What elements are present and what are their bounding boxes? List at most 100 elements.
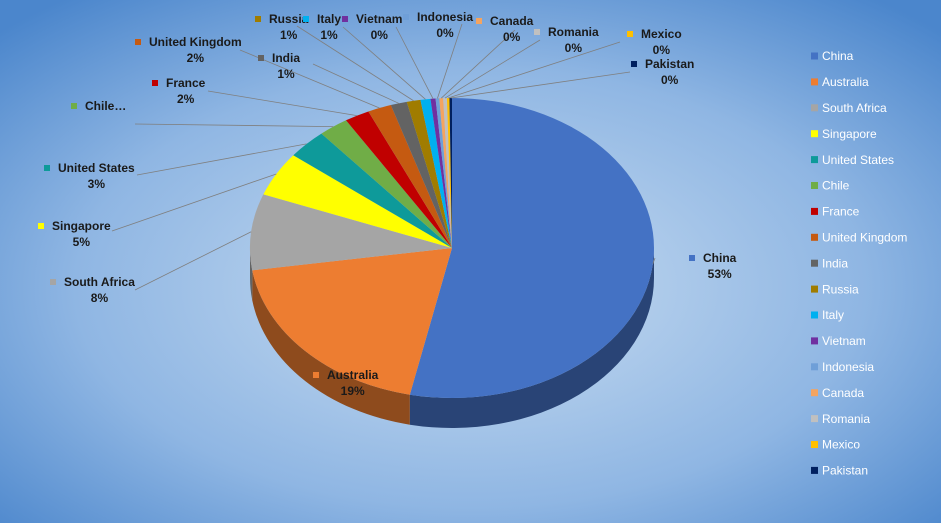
- legend-swatch: [811, 363, 818, 371]
- data-label-name: Mexico: [641, 27, 682, 41]
- legend-label: Mexico: [822, 438, 860, 452]
- data-label-name: Russia: [269, 12, 309, 26]
- legend-label: India: [822, 256, 848, 270]
- label-swatch: [258, 55, 264, 61]
- legend-swatch: [811, 182, 818, 189]
- legend-label: Canada: [822, 386, 864, 400]
- data-label-value: 0%: [661, 73, 679, 87]
- data-label-value: 1%: [280, 28, 298, 42]
- label-swatch: [303, 16, 309, 22]
- legend-label: Romania: [822, 412, 870, 426]
- slice: [439, 98, 452, 248]
- data-label-value: 19%: [341, 384, 365, 398]
- data-label-name: South Africa: [64, 275, 135, 289]
- legend-label: South Africa: [822, 101, 887, 115]
- legend-swatch: [811, 78, 818, 86]
- leader-line: [395, 26, 434, 99]
- slice: [346, 111, 452, 249]
- slice: [446, 98, 452, 249]
- label-swatch: [627, 31, 633, 37]
- data-label-name: Chile…: [85, 99, 126, 113]
- label-swatch: [689, 255, 695, 261]
- data-label-name: Romania: [548, 25, 599, 39]
- leader-line: [134, 231, 252, 291]
- legend-label: China: [822, 49, 854, 63]
- slice: [420, 98, 452, 248]
- data-label-value: 1%: [320, 28, 338, 42]
- data-label-name: India: [272, 51, 300, 65]
- data-label-name: Singapore: [52, 219, 111, 233]
- data-label-name: United Kingdom: [149, 35, 242, 49]
- slice: [409, 98, 654, 398]
- data-label-value: 0%: [436, 26, 454, 40]
- slice-side: [252, 270, 410, 425]
- pie-tops: [250, 98, 654, 398]
- data-label-name: France: [166, 76, 206, 90]
- label-swatch: [631, 61, 637, 67]
- data-label-name: China: [703, 251, 737, 265]
- legend-swatch: [811, 104, 818, 112]
- data-label-value: 2%: [177, 92, 195, 106]
- legend-label: Chile: [822, 179, 850, 193]
- data-label-name: Vietnam: [356, 12, 402, 26]
- slice-side: [250, 248, 253, 301]
- legend-label: Russia: [822, 282, 859, 296]
- slice: [406, 99, 452, 248]
- data-label-value: 0%: [371, 28, 389, 42]
- slice: [435, 98, 452, 248]
- leader-line: [450, 71, 631, 99]
- label-swatch: [534, 29, 540, 35]
- legend-swatch: [811, 207, 818, 215]
- label-swatch: [403, 14, 409, 20]
- legend-label: Indonesia: [822, 360, 874, 374]
- leader-line: [312, 63, 399, 104]
- leader-line: [444, 39, 541, 99]
- legend-swatch: [811, 52, 818, 60]
- label-swatch: [313, 372, 319, 378]
- slice: [321, 120, 452, 248]
- pie-sides: [250, 248, 654, 428]
- data-label-value: 0%: [653, 43, 671, 57]
- slice: [252, 248, 452, 395]
- data-label-value: 2%: [187, 51, 205, 65]
- label-swatch: [71, 103, 77, 109]
- data-label-value: 1%: [277, 67, 295, 81]
- label-swatch: [476, 18, 482, 24]
- data-label-name: Italy: [317, 12, 341, 26]
- leader-line: [296, 25, 414, 102]
- legend-label: Pakistan: [822, 464, 868, 478]
- legend-swatch: [811, 389, 818, 397]
- data-label-value: 3%: [88, 177, 106, 191]
- leader-line: [111, 173, 277, 232]
- leader-line: [342, 26, 426, 100]
- data-label-value: 0%: [503, 30, 521, 44]
- label-swatch: [50, 279, 56, 285]
- leader-line: [207, 90, 358, 117]
- legend-swatch: [811, 285, 818, 293]
- legend: China Australia South Africa Singapore Unite…: [811, 49, 907, 478]
- legend-swatch: [811, 337, 818, 345]
- data-label-name: Australia: [327, 368, 379, 382]
- data-label-value: 53%: [708, 267, 732, 281]
- slice: [449, 98, 452, 248]
- leader-line: [437, 23, 463, 99]
- label-swatch: [255, 16, 261, 22]
- label-swatch: [342, 16, 348, 22]
- data-label-name: Pakistan: [645, 57, 694, 71]
- legend-label: Italy: [822, 308, 844, 322]
- label-swatch: [44, 165, 50, 171]
- data-label-value: 8%: [91, 291, 109, 305]
- legend-swatch: [811, 259, 818, 267]
- legend-label: Vietnam: [822, 334, 866, 348]
- data-label-name: United States: [58, 161, 135, 175]
- legend-label: France: [822, 205, 860, 219]
- leader-line: [652, 257, 656, 264]
- legend-swatch: [811, 311, 818, 319]
- slice: [293, 133, 452, 248]
- data-labels: China 53% Australia 19% South Africa 8% Singap…: [38, 10, 737, 398]
- legend-label: Australia: [822, 75, 869, 89]
- legend-label: United States: [822, 153, 894, 167]
- slice: [443, 98, 452, 249]
